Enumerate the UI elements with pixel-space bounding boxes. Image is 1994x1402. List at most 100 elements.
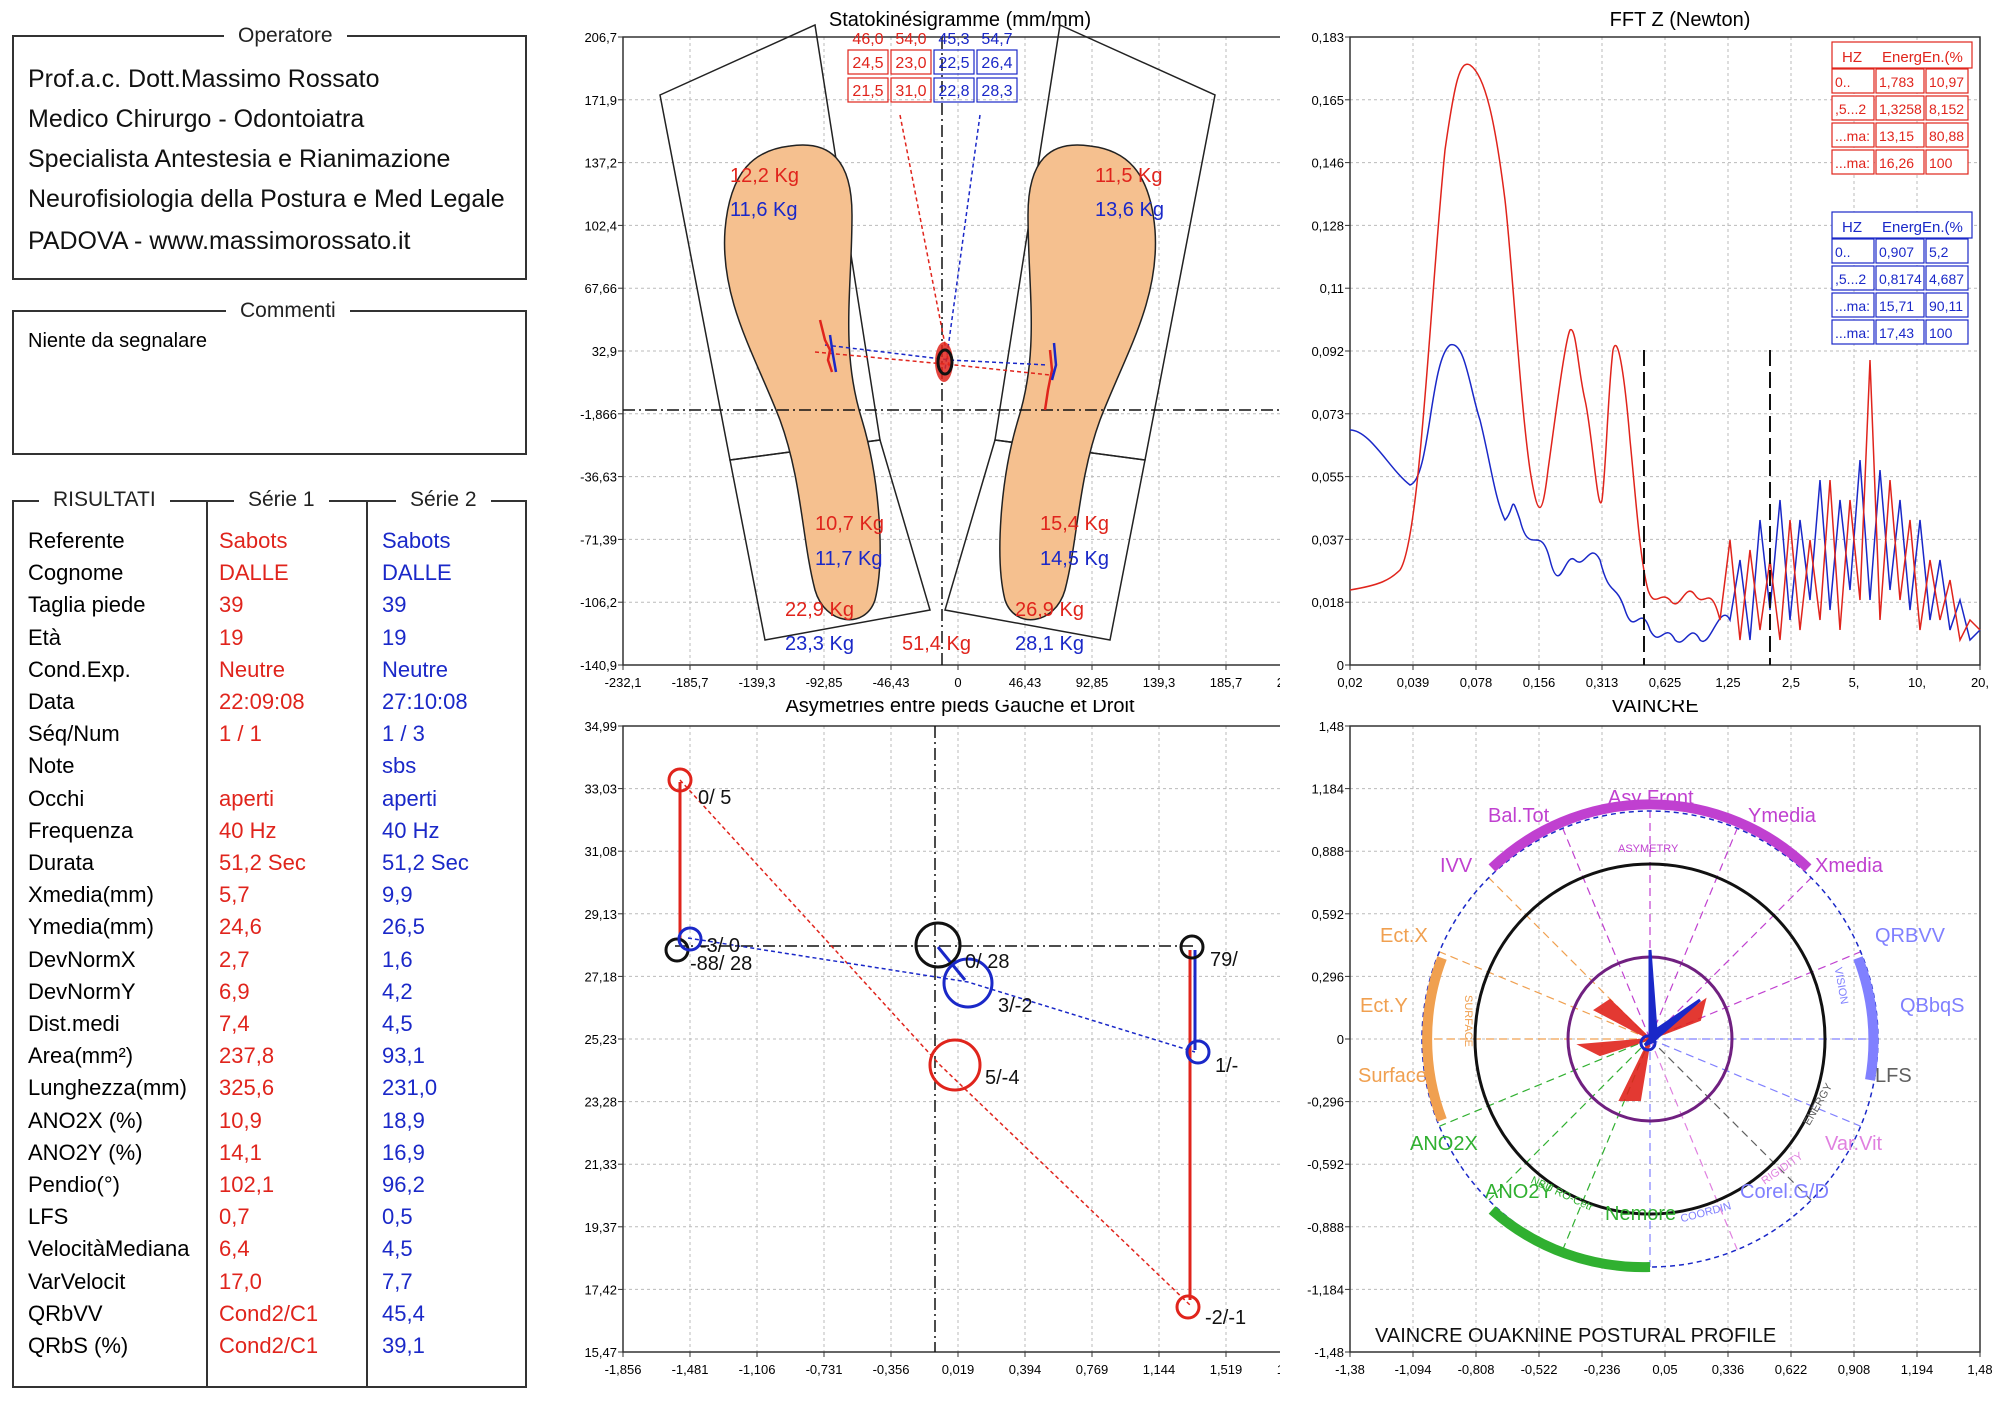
y-tick-label: 33,03 — [584, 782, 617, 797]
vaincre-ray — [1649, 828, 1738, 1040]
result-label: Referente — [28, 528, 125, 553]
result-label: Cognome — [28, 560, 124, 586]
stato-table-cell — [976, 49, 1018, 75]
risultati-box: RISULTATI Série 1 Série 2 Referente Sabot… — [12, 488, 527, 1388]
fft-chart: FFT Z (Newton) 0,183 0,165 0,146 0,128 0,11 0… — [1311, 9, 1989, 690]
risultati-col-separator-1 — [206, 502, 208, 1388]
stato-red-guide — [899, 114, 951, 371]
x-tick-label: -0,522 — [1521, 1362, 1558, 1377]
vaincre-title: VAINCRE — [1611, 700, 1698, 717]
vaincre-ray — [1562, 1038, 1651, 1250]
vaincre-ray — [1649, 1038, 1861, 1127]
vaincre-ray — [1649, 877, 1812, 1040]
result-label: Cond.Exp. — [28, 656, 131, 682]
asym-frame — [622, 725, 1280, 1353]
fft-table-value: 100 — [1929, 325, 1953, 341]
fft-table-value: 15,71 — [1879, 298, 1914, 314]
asym-label-i: -2/-1 — [1205, 1307, 1246, 1329]
result-serie1-value: Cond2/C1 — [219, 1333, 319, 1358]
fft-table-cell — [1925, 95, 1969, 121]
y-tick-label: 31,08 — [584, 844, 617, 859]
stato-table-value: 31,0 — [895, 83, 926, 100]
fft-table-cell — [1925, 122, 1969, 148]
fft-table-value: 4,687 — [1929, 271, 1964, 287]
result-serie2-value: Sabots — [382, 528, 451, 553]
vaincre-label-xmedia: Xmedia — [1815, 855, 1884, 877]
x-tick-label: 1,48 — [1967, 1362, 1992, 1377]
commenti-box[interactable]: Commenti Niente da segnalare — [12, 299, 527, 455]
result-label: DevNormX — [28, 946, 136, 972]
vaincre-label-baltot: Bal.Tot — [1488, 805, 1550, 827]
stato-table-cell — [976, 77, 1018, 103]
commenti-legend: Commenti — [226, 299, 350, 323]
y-tick-label: 67,66 — [584, 281, 617, 296]
fft-table-cell — [1875, 319, 1925, 345]
x-tick-label: 185,7 — [1210, 675, 1243, 690]
asym-marker-c — [677, 926, 703, 952]
operatore-line-3: Specialista Antestesia e Rianimazione — [28, 145, 451, 173]
left-total-red-kg: 22,9 Kg — [785, 599, 854, 621]
x-tick-label: -0,731 — [806, 1362, 843, 1377]
x-tick-label: 1,894 — [1277, 1362, 1280, 1377]
operatore-line-1[interactable]: Prof.a.c. Dott.Massimo Rossato — [28, 65, 380, 93]
x-tick-label: 0,625 — [1649, 675, 1682, 690]
fft-table-cell — [1925, 238, 1969, 264]
result-serie1-value: 0,7 — [219, 1204, 250, 1230]
vaincre-frame — [1349, 725, 1981, 1353]
x-tick-label: -0,808 — [1458, 1362, 1495, 1377]
result-serie1-value: 325,6 — [219, 1075, 275, 1101]
x-tick-label: 0,336 — [1712, 1362, 1745, 1377]
operatore-box: Operatore Prof.a.c. Dott.Massimo Rossato… — [12, 24, 527, 280]
stato-table-cell — [933, 77, 975, 103]
y-tick-label: 34,99 — [584, 719, 617, 734]
result-label: Xmedia(mm) — [28, 882, 154, 908]
result-label: Occhi — [28, 785, 85, 811]
fft-table-value: 0,8174 — [1879, 271, 1922, 287]
y-tick-label: 0,092 — [1311, 344, 1344, 359]
x-tick-label: 0,394 — [1009, 1362, 1042, 1377]
right-plate-lower — [944, 439, 1146, 641]
stato-title: Statokinésigramme (mm/mm) — [829, 9, 1091, 31]
fft-table-cell — [1831, 149, 1875, 175]
stato-table-value: 28,3 — [981, 83, 1012, 100]
stato-table-value: 54,0 — [895, 31, 926, 48]
result-serie1-value: 102,1 — [219, 1172, 275, 1197]
result-serie2-value: 9,9 — [382, 882, 413, 908]
asymetries-chart: Asymétries entre pieds Gauche et Droit 3… — [584, 700, 1280, 1377]
fft-table-cell — [1831, 265, 1875, 291]
stato-blue-guide — [944, 114, 981, 371]
vaincre-ray — [1649, 1038, 1738, 1250]
fft-table-value: 17,43 — [1879, 325, 1914, 341]
y-tick-label: 0,146 — [1311, 156, 1344, 171]
fft-blue-series — [1349, 344, 1981, 643]
vaincre-label-qrbqs: QBbqS — [1900, 995, 1964, 1017]
fft-table-cell — [1925, 149, 1969, 175]
result-label: LFS — [28, 1204, 69, 1230]
result-label: Data — [28, 689, 75, 714]
stato-right-trace — [1043, 349, 1054, 411]
result-serie2-value: 16,9 — [382, 1139, 425, 1165]
y-tick-label: 0,128 — [1311, 218, 1344, 233]
x-tick-label: 1,25 — [1715, 675, 1740, 690]
x-tick-label: 0,313 — [1586, 675, 1619, 690]
fft-table-cell — [1925, 265, 1969, 291]
x-tick-label: 10, — [1908, 675, 1926, 690]
fft-table-header-hz: HZ — [1842, 49, 1862, 66]
stato-table-cell — [890, 49, 932, 75]
vaincre-label-ecty: Ect.Y — [1360, 995, 1408, 1017]
x-tick-label: -232,1 — [605, 675, 642, 690]
x-tick-label: -1,106 — [739, 1362, 776, 1377]
vaincre-label-ano2y: ANO2Y — [1485, 1181, 1553, 1203]
risultati-col-separator-2 — [366, 502, 368, 1388]
fft-table-value: 90,11 — [1929, 298, 1963, 314]
fft-table-value: ,5...2 — [1835, 271, 1866, 287]
x-tick-label: -0,356 — [873, 1362, 910, 1377]
result-label: ANO2Y (%) — [28, 1139, 143, 1165]
result-label: DevNormY — [28, 978, 136, 1004]
stato-table-value: 45,3 — [938, 31, 969, 48]
x-tick-label: 0,769 — [1076, 1362, 1109, 1377]
stato-weight-labels: 12,2 Kg 11,6 Kg 11,5 Kg 13,6 Kg 10,7 Kg … — [730, 165, 1164, 655]
vaincre-label-nemore: Nemore — [1605, 1203, 1676, 1225]
vaincre-arc-label-asym: ASYMETRY — [1618, 843, 1679, 855]
y-tick-label: -0,296 — [1307, 1095, 1344, 1110]
